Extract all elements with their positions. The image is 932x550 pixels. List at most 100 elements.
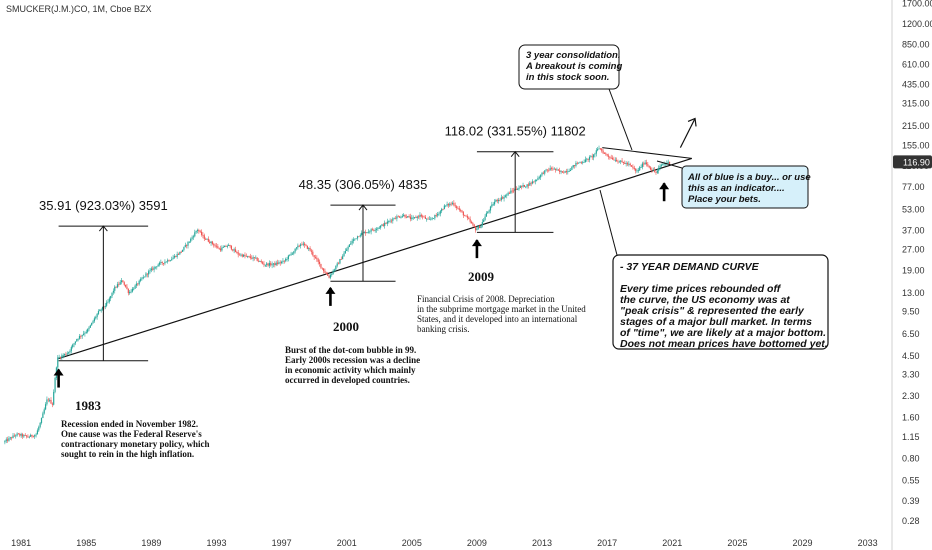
candle-body [396, 216, 398, 219]
candle-body [114, 286, 116, 291]
y-tick-label: 1700.00 [902, 0, 932, 8]
candle-body [118, 284, 120, 286]
svg-text:Does not mean prices have bott: Does not mean prices have bottomed yet. [620, 338, 828, 350]
candle-body [28, 436, 30, 438]
candle-body [533, 181, 535, 183]
y-tick-label: 77.00 [902, 182, 925, 192]
y-tick-label: 13.00 [902, 288, 925, 298]
candle-body [527, 184, 530, 186]
candle-body [301, 244, 303, 246]
candle-body [256, 257, 258, 261]
candle-body [474, 226, 477, 231]
candle-body [415, 217, 417, 219]
candle-body [502, 197, 504, 199]
candle-body [358, 236, 360, 238]
candle-body [53, 391, 55, 405]
candle-body [495, 199, 497, 202]
candle-body [63, 353, 66, 356]
candle-body [108, 298, 110, 302]
candle-body [431, 218, 433, 220]
candle-body [66, 353, 68, 355]
y-tick-label: 4.50 [902, 351, 920, 361]
candle-body [313, 255, 315, 258]
candle-body [544, 170, 546, 174]
candle-body [557, 169, 559, 171]
candle-body [344, 250, 346, 254]
x-tick-label: 2033 [858, 538, 878, 548]
candle-body [538, 177, 540, 179]
candle-body [485, 213, 488, 217]
candle-body [500, 197, 502, 200]
candle-body [111, 292, 113, 297]
candle-body [426, 218, 428, 220]
crisis-2008-note: Financial Crisis of 2008. Depreciation i… [417, 294, 586, 334]
candle-body [62, 355, 64, 356]
candle-body [101, 306, 104, 310]
candle-body [73, 343, 75, 345]
candle-body [365, 231, 367, 234]
candle-body [245, 255, 247, 257]
svg-text:in this stock soon.: in this stock soon. [526, 72, 609, 83]
demand-curve-callout[interactable]: - 37 YEAR DEMAND CURVE Every time prices… [599, 189, 829, 350]
candle-body [430, 218, 432, 220]
candle-body [126, 286, 128, 289]
candle-body [262, 262, 264, 264]
candle-body [525, 186, 527, 188]
candle-body [199, 231, 201, 233]
candle-body [439, 211, 441, 214]
candle-body [305, 244, 307, 246]
candle-body [116, 284, 119, 288]
candle-body [123, 282, 125, 285]
consolidation-callout[interactable]: 3 year consolidation. A breakout is comi… [518, 44, 633, 151]
candle-body [209, 241, 211, 244]
svg-text:Every time prices rebounded of: Every time prices rebounded off [620, 283, 782, 295]
price-axis[interactable]: 1700.00 1200.00 850.00 610.00 435.00 315.00 21… [902, 0, 932, 526]
candle-body [224, 245, 226, 248]
candle-body [367, 231, 370, 233]
candle-body [385, 222, 387, 224]
candle-body [412, 217, 414, 219]
candle-body [602, 150, 604, 154]
candle-body [295, 247, 298, 249]
candle-body [352, 239, 355, 241]
candle-body [333, 269, 336, 271]
blue-buy-callout[interactable]: All of blue is a buy... or use this as a… [656, 160, 811, 209]
candle-body [180, 251, 182, 253]
svg-text:3 year consolidation.: 3 year consolidation. [526, 50, 621, 61]
candle-body [601, 148, 603, 151]
y-tick-label: 0.28 [902, 516, 920, 526]
candle-body [648, 165, 650, 168]
triangle-upper-line [602, 147, 692, 159]
candle-body [369, 231, 371, 233]
candle-body [91, 322, 93, 326]
measure-arrowhead [510, 150, 520, 158]
y-tick-label: 155.00 [902, 141, 930, 151]
candle-body [325, 272, 327, 275]
candle-body [343, 253, 345, 257]
candle-body [476, 228, 478, 231]
candle-body [498, 199, 500, 202]
y-tick-label: 1.15 [902, 432, 920, 442]
candle-body [375, 228, 378, 230]
candle-body [479, 226, 481, 228]
candle-body [424, 216, 426, 219]
candle-body [167, 260, 169, 262]
candle-body [388, 221, 390, 222]
candle-body [607, 155, 610, 157]
candle-body [472, 223, 474, 225]
candle-body [119, 282, 121, 285]
candle-body [511, 190, 513, 192]
time-axis[interactable]: 1981 1985 1989 1993 1997 2001 2005 2009 2013 2017… [11, 538, 877, 548]
drawing-lines [58, 117, 697, 360]
candle-body [304, 243, 306, 245]
candle-body [580, 162, 582, 164]
candle-body [417, 216, 420, 218]
x-tick-label: 2017 [597, 538, 617, 548]
candle-body [378, 227, 380, 229]
candle-body [390, 220, 393, 222]
candle-body [451, 202, 454, 204]
candle-body [255, 257, 257, 259]
candle-body [97, 311, 100, 314]
candle-body [342, 256, 344, 260]
